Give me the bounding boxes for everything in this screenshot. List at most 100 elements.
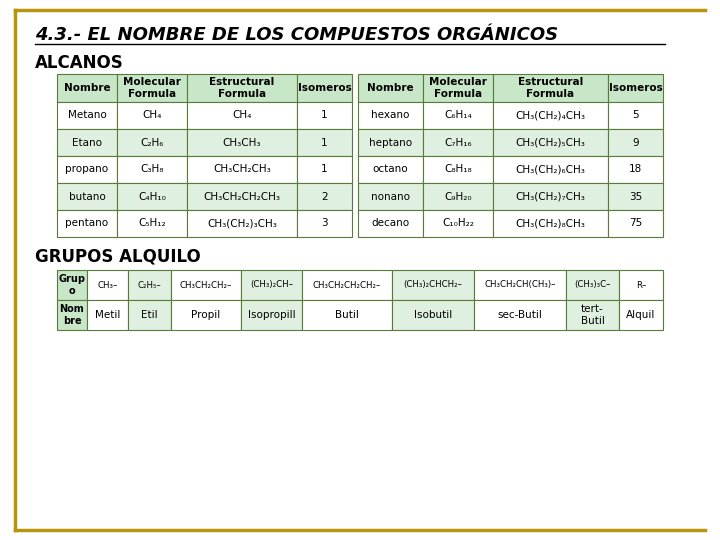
Text: 5: 5 (632, 111, 639, 120)
Text: Isomeros: Isomeros (608, 83, 662, 93)
Text: Metil: Metil (95, 310, 120, 320)
Text: Etil: Etil (141, 310, 158, 320)
Text: hexano: hexano (372, 111, 410, 120)
Text: sec-Butil: sec-Butil (498, 310, 542, 320)
Bar (493, 102, 608, 129)
Text: GRUPOS ALQUILO: GRUPOS ALQUILO (35, 248, 201, 266)
Bar (117, 210, 187, 237)
Text: (CH₃)₂CHCH₂–: (CH₃)₂CHCH₂– (403, 280, 462, 289)
Bar (117, 129, 187, 156)
Bar (117, 74, 187, 102)
Bar (493, 74, 608, 102)
Text: C₁₀H₂₂: C₁₀H₂₂ (442, 219, 474, 228)
Text: octano: octano (373, 165, 408, 174)
Bar (302, 300, 392, 330)
Text: C₂H₅–: C₂H₅– (138, 280, 161, 289)
Text: Metano: Metano (68, 111, 107, 120)
Bar (474, 270, 566, 300)
Text: 75: 75 (629, 219, 642, 228)
Bar (57, 183, 117, 210)
Text: 3: 3 (321, 219, 328, 228)
Text: Isobutil: Isobutil (414, 310, 452, 320)
Text: CH₃(CH₂)₈CH₃: CH₃(CH₂)₈CH₃ (516, 219, 585, 228)
Text: Estructural
Formula: Estructural Formula (518, 77, 583, 99)
Text: decano: decano (372, 219, 410, 228)
Bar (423, 102, 493, 129)
Bar (128, 270, 171, 300)
Text: ALCANOS: ALCANOS (35, 54, 124, 72)
Bar (297, 210, 352, 237)
Text: nonano: nonano (371, 192, 410, 201)
Text: Isopropill: Isopropill (248, 310, 295, 320)
Text: C₅H₁₂: C₅H₁₂ (138, 219, 166, 228)
Text: propano: propano (66, 165, 109, 174)
Bar (392, 300, 474, 330)
Text: Isomeros: Isomeros (297, 83, 351, 93)
Text: (CH₃)₂CH–: (CH₃)₂CH– (250, 280, 293, 289)
Bar (392, 270, 474, 300)
Text: 1: 1 (321, 111, 328, 120)
Bar (187, 74, 297, 102)
Text: CH₄: CH₄ (233, 111, 252, 120)
Text: C₃H₈: C₃H₈ (140, 165, 163, 174)
Bar (302, 270, 392, 300)
Bar (171, 300, 241, 330)
Text: heptano: heptano (369, 138, 412, 147)
Text: Molecular
Formula: Molecular Formula (429, 77, 487, 99)
Text: butano: butano (68, 192, 105, 201)
Bar (241, 270, 302, 300)
Text: C₆H₁₄: C₆H₁₄ (444, 111, 472, 120)
Bar (423, 156, 493, 183)
Text: 2: 2 (321, 192, 328, 201)
Bar (297, 156, 352, 183)
Bar (171, 270, 241, 300)
Text: CH₃CH₃: CH₃CH₃ (222, 138, 261, 147)
Bar (608, 183, 663, 210)
Text: CH₃CH₂CH₂–: CH₃CH₂CH₂– (180, 280, 232, 289)
Bar (566, 300, 619, 330)
Text: 9: 9 (632, 138, 639, 147)
Text: Grup
o: Grup o (58, 274, 86, 296)
Bar (117, 102, 187, 129)
Bar (297, 183, 352, 210)
Text: C₈H₁₈: C₈H₁₈ (444, 165, 472, 174)
Text: Etano: Etano (72, 138, 102, 147)
Bar (608, 74, 663, 102)
Text: 4.3.- EL NOMBRE DE LOS COMPUESTOS ORGÁNICOS: 4.3.- EL NOMBRE DE LOS COMPUESTOS ORGÁNI… (35, 26, 558, 44)
Bar (57, 156, 117, 183)
Bar (187, 102, 297, 129)
Bar (57, 210, 117, 237)
Text: Alquil: Alquil (626, 310, 656, 320)
Text: Butil: Butil (335, 310, 359, 320)
Text: CH₃(CH₂)₃CH₃: CH₃(CH₂)₃CH₃ (207, 219, 277, 228)
Text: Propil: Propil (192, 310, 220, 320)
Text: 1: 1 (321, 165, 328, 174)
Bar (358, 210, 423, 237)
Bar (358, 129, 423, 156)
Bar (187, 183, 297, 210)
Text: C₄H₁₀: C₄H₁₀ (138, 192, 166, 201)
Text: (CH₃)₃C–: (CH₃)₃C– (575, 280, 611, 289)
Bar (608, 102, 663, 129)
Text: pentano: pentano (66, 219, 109, 228)
Bar (117, 156, 187, 183)
Text: Molecular
Formula: Molecular Formula (123, 77, 181, 99)
Bar (57, 300, 87, 330)
Bar (297, 74, 352, 102)
Bar (493, 156, 608, 183)
Bar (297, 102, 352, 129)
Bar (423, 129, 493, 156)
Text: CH₃CH₂CH(CH₃)–: CH₃CH₂CH(CH₃)– (485, 280, 556, 289)
Bar (128, 300, 171, 330)
Bar (474, 300, 566, 330)
Bar (297, 129, 352, 156)
Text: CH₃–: CH₃– (97, 280, 117, 289)
Bar (241, 300, 302, 330)
Bar (117, 183, 187, 210)
Text: Nom
bre: Nom bre (60, 304, 84, 326)
Bar (87, 270, 128, 300)
Bar (423, 210, 493, 237)
Text: 35: 35 (629, 192, 642, 201)
Bar (423, 74, 493, 102)
Bar (493, 210, 608, 237)
